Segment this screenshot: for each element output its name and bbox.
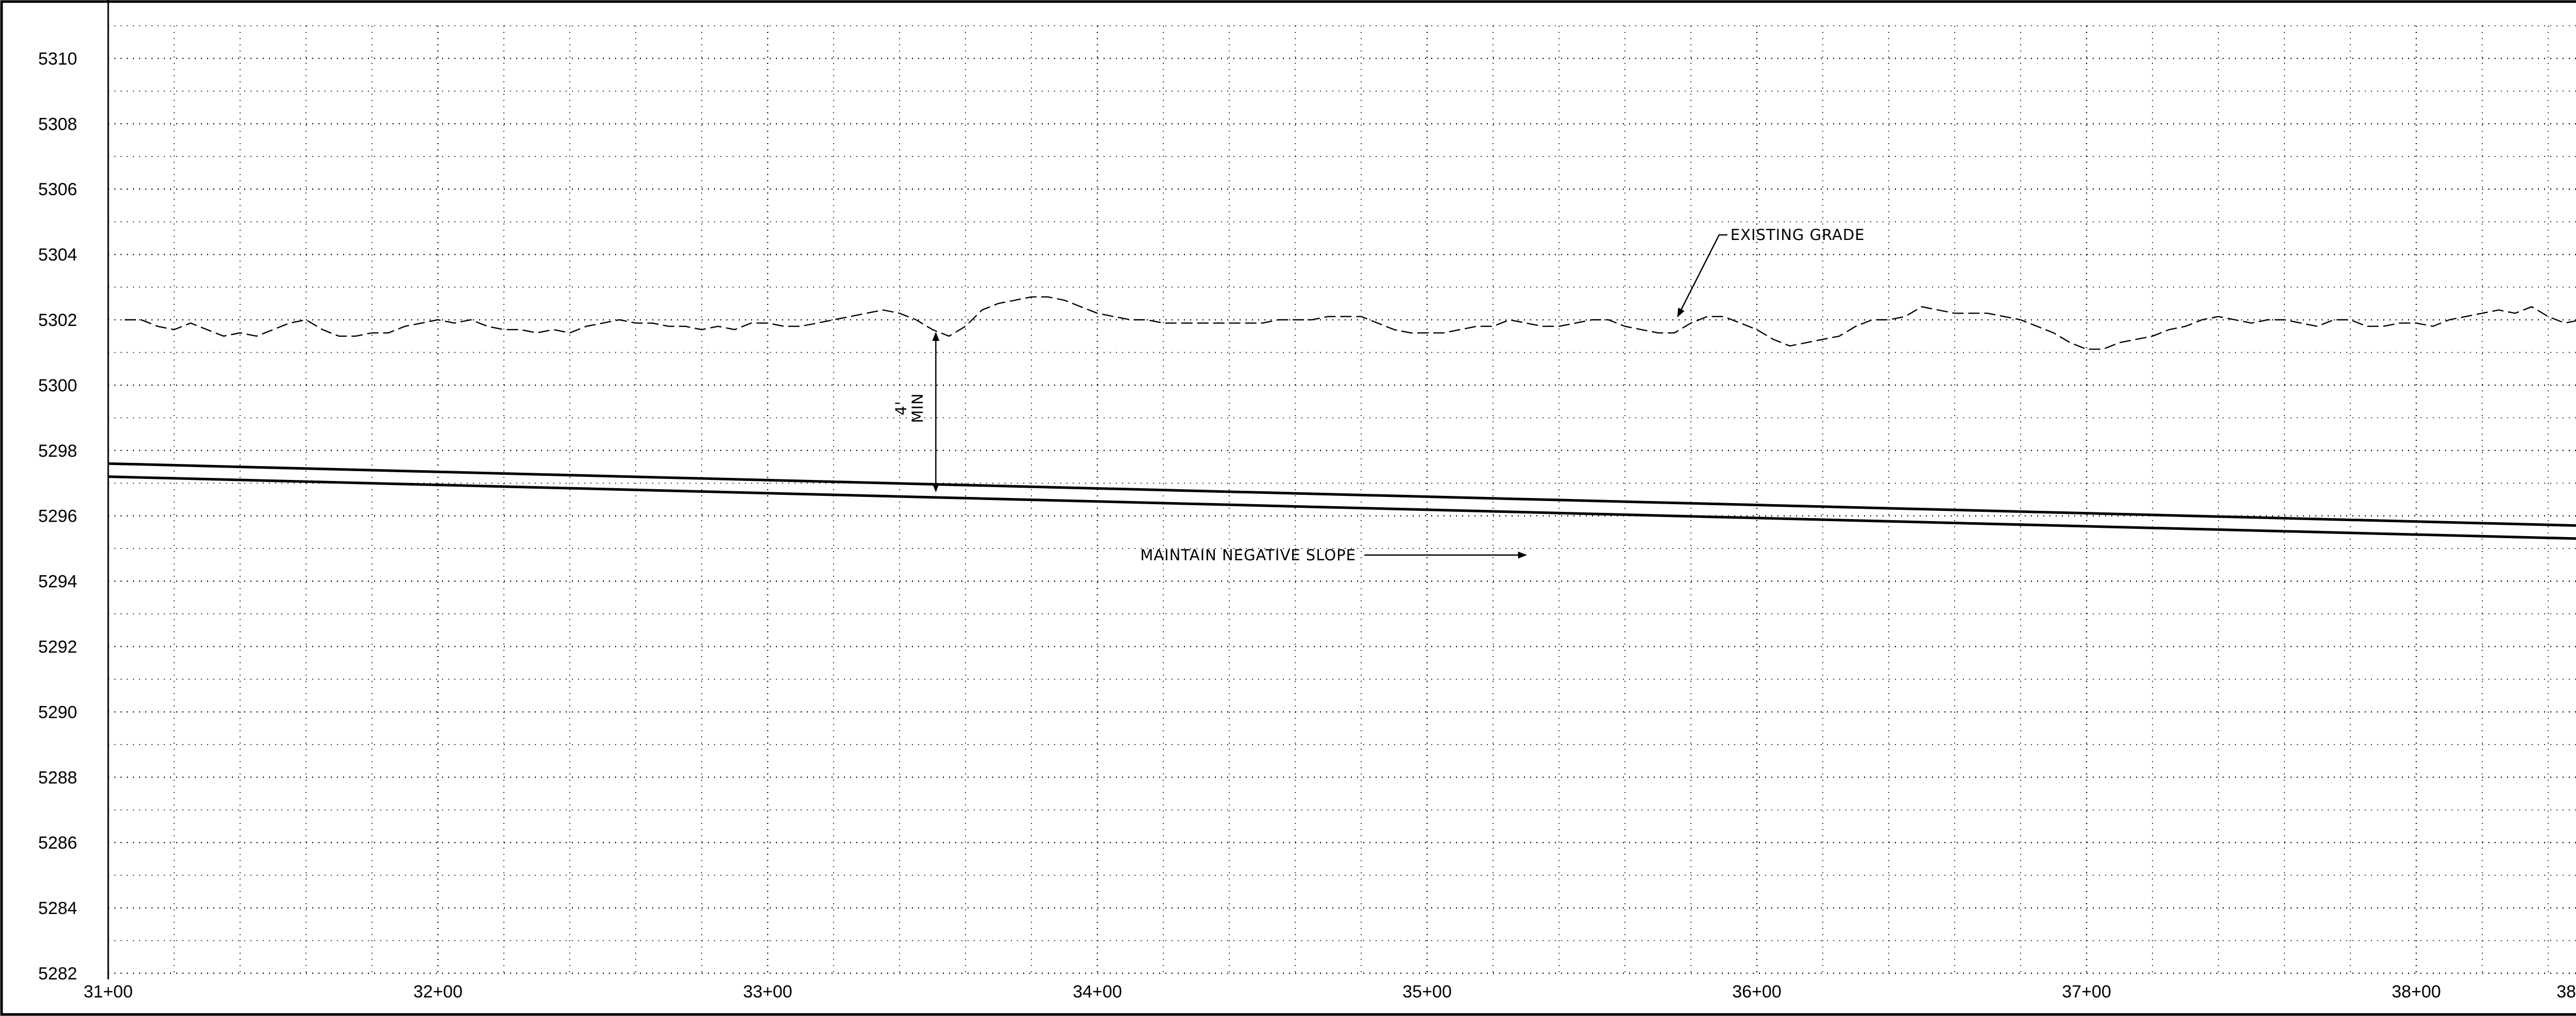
elevation-label-left: 5298 — [38, 441, 77, 461]
station-label: 33+00 — [743, 982, 792, 1002]
elevation-label-left: 5304 — [38, 245, 77, 265]
elevation-label-left: 5296 — [38, 507, 77, 526]
station-label: 38+50 — [2556, 982, 2576, 1002]
station-label: 37+00 — [2062, 982, 2111, 1002]
elevation-label-left: 5292 — [38, 638, 77, 657]
left-elevation-labels: 5282 5284 5286 5288 5290 5292 5294 5296 5298 5300… — [38, 49, 77, 984]
pipe-line-2 — [108, 475, 2576, 540]
elevation-label-left: 5290 — [38, 702, 77, 722]
existing-grade-label: EXISTING GRADE — [1731, 226, 1865, 244]
station-label: 31+00 — [83, 982, 133, 1002]
negative-slope-label: MAINTAIN NEGATIVE SLOPE — [1140, 546, 1356, 564]
elevation-label-left: 5310 — [38, 49, 77, 68]
min-cover-word-label: MIN — [909, 393, 926, 423]
elevation-label-left: 5288 — [38, 768, 77, 787]
profile-lines — [108, 296, 2576, 540]
elevation-label-left: 5284 — [38, 899, 77, 918]
elevation-label-left: 5302 — [38, 311, 77, 330]
existing-grade-leader — [1677, 234, 1727, 318]
elevation-label-left: 5308 — [38, 114, 77, 134]
elevation-label-left: 5294 — [38, 572, 77, 592]
elevation-label-left: 5306 — [38, 180, 77, 199]
elevation-label-left: 5282 — [38, 964, 77, 984]
min-cover-depth-label: 4' — [892, 401, 910, 415]
station-label: 35+00 — [1402, 982, 1452, 1002]
station-label: 38+00 — [2392, 982, 2441, 1002]
station-label: 34+00 — [1073, 982, 1122, 1002]
grid-major-lines — [107, 0, 2576, 979]
pipe-line-1 — [108, 462, 2576, 527]
station-label: 32+00 — [413, 982, 463, 1002]
grid-minor-lines — [108, 25, 2576, 973]
elevation-label-left: 5286 — [38, 833, 77, 853]
elevation-label-left: 5300 — [38, 376, 77, 395]
annotations: EXISTING GRADE MAINTAIN NEGATIVE SLOPE 4'M… — [892, 226, 1865, 564]
station-label: 36+00 — [1732, 982, 1782, 1002]
existing-grade-line — [125, 296, 2576, 350]
station-labels: 31+00 32+00 33+00 34+00 35+00 36+00 37+00 38+00… — [83, 982, 2576, 1002]
